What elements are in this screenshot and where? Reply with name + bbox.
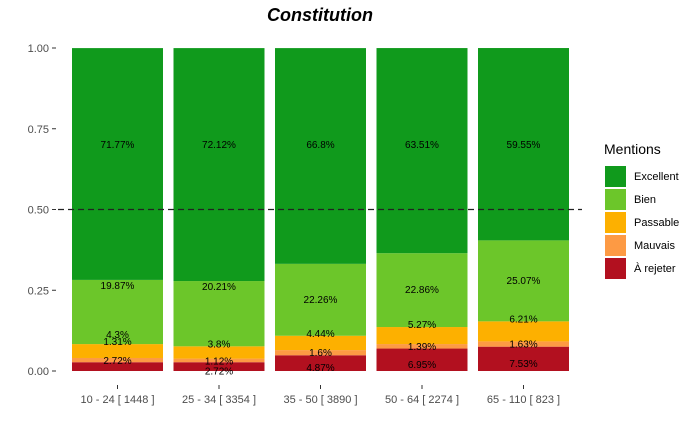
bar-segment	[376, 344, 468, 349]
bar-data-label: 19.87%	[101, 281, 135, 292]
bar-data-label: 1.39%	[408, 342, 436, 353]
legend-key	[605, 189, 626, 210]
legend: Mentions Excellent Bien Passable Mauvais À r…	[604, 141, 679, 279]
legend-label: À rejeter	[634, 262, 676, 275]
bar-segment	[478, 341, 569, 347]
legend-label: Excellent	[634, 171, 679, 183]
bar-data-label: 1.63%	[509, 339, 537, 350]
bar-data-label: 66.8%	[306, 140, 334, 151]
y-tick-label: 0.25	[28, 285, 49, 297]
bar-segment	[275, 350, 366, 356]
bar-data-label: 72.12%	[202, 140, 236, 151]
bar-segment	[478, 48, 569, 241]
bar-segment	[478, 321, 569, 342]
bar-segment	[72, 279, 163, 345]
bar-segment	[376, 48, 468, 254]
bar-data-label: 3.8%	[208, 339, 231, 350]
y-tick-label: 0.00	[28, 366, 49, 378]
bar-segment	[376, 348, 468, 371]
legend-key	[605, 258, 626, 279]
bar-data-label: 20.21%	[202, 282, 236, 293]
bar-data-label: 63.51%	[405, 140, 439, 151]
bar-segment	[173, 346, 265, 359]
x-tick-label: 25 - 34 [ 3354 ]	[182, 394, 256, 406]
legend-label: Bien	[634, 194, 656, 206]
bar-data-label: 22.26%	[304, 295, 338, 306]
bar-segment	[376, 327, 468, 345]
legend-key	[605, 166, 626, 187]
bar-data-label: 1.12%	[205, 357, 233, 368]
bar-segment	[72, 362, 163, 371]
bar-segment	[72, 357, 163, 363]
bar-segment	[173, 362, 265, 371]
bar-data-label: 1.31%	[103, 337, 131, 348]
bars	[72, 48, 569, 371]
bar-data-label: 6.95%	[408, 360, 436, 371]
bar-segment	[275, 355, 366, 371]
bar-data-label: 59.55%	[507, 140, 541, 151]
y-tick-label: 1.00	[28, 43, 49, 55]
x-tick-label: 35 - 50 [ 3890 ]	[284, 394, 358, 406]
bar-segment	[173, 281, 265, 347]
bar-data-label: 4.87%	[306, 363, 334, 374]
legend-label: Passable	[634, 217, 679, 229]
bar-segment	[376, 253, 468, 328]
x-axis: 10 - 24 [ 1448 ] 25 - 34 [ 3354 ] 35 - 50 …	[81, 385, 560, 406]
bar-segment	[478, 346, 569, 371]
bar-data-label: 4.3%	[106, 330, 129, 341]
y-axis: 0.00 0.25 0.50 0.75 1.00	[28, 43, 56, 378]
legend-key	[605, 212, 626, 233]
y-tick-label: 0.75	[28, 124, 49, 136]
bar-data-label: 2.72%	[205, 367, 233, 378]
bar-segment	[173, 48, 265, 282]
y-tick-label: 0.50	[28, 205, 49, 217]
legend-key	[605, 235, 626, 256]
legend-label: Mauvais	[634, 240, 675, 252]
bar-segment	[72, 48, 163, 280]
bar-segment	[72, 344, 163, 358]
x-tick-label: 65 - 110 [ 823 ]	[487, 394, 560, 406]
bar-data-label: 22.86%	[405, 285, 439, 296]
bar-data-label: 1.6%	[309, 348, 332, 359]
bar-data-labels: 2.72%1.31%19.87%71.77%4.3%2.72%1.12%3.8%…	[101, 140, 541, 378]
bar-data-label: 6.21%	[509, 314, 537, 325]
legend-title: Mentions	[604, 141, 661, 157]
x-tick-label: 10 - 24 [ 1448 ]	[81, 394, 155, 406]
bar-data-label: 25.07%	[507, 276, 541, 287]
bar-segment	[173, 358, 265, 363]
bar-data-label: 2.72%	[103, 356, 131, 367]
bar-data-label: 71.77%	[101, 140, 135, 151]
bar-data-label: 4.44%	[306, 329, 334, 340]
bar-data-label: 5.27%	[408, 320, 436, 331]
bar-data-label: 7.53%	[509, 359, 537, 370]
x-tick-label: 50 - 64 [ 2274 ]	[385, 394, 459, 406]
bar-segment	[478, 240, 569, 322]
bar-segment	[275, 263, 366, 336]
chart-title: Constitution	[267, 5, 373, 25]
bar-segment	[275, 48, 366, 264]
bar-segment	[275, 335, 366, 351]
